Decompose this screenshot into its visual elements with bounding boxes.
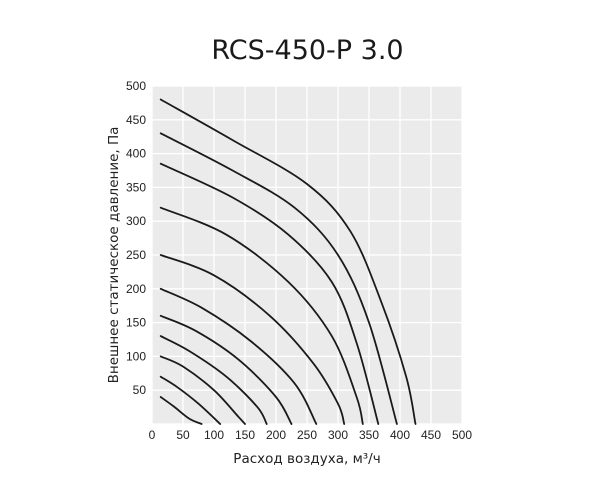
y-tick-label: 50 — [133, 383, 147, 397]
performance-curve-1 — [159, 396, 203, 425]
grid-lines — [151, 85, 463, 425]
performance-curve-6 — [159, 287, 318, 425]
x-tick-label: 500 — [452, 428, 472, 442]
x-tick-label: 150 — [235, 428, 255, 442]
x-tick-label: 50 — [176, 428, 190, 442]
x-axis-ticks: 0 50 100 150 200 250 300 350 400 450 500 — [149, 428, 473, 442]
y-tick-label: 400 — [126, 147, 146, 161]
y-tick-label: 500 — [126, 79, 146, 93]
x-tick-label: 200 — [266, 428, 286, 442]
y-tick-label: 450 — [126, 113, 146, 127]
y-tick-label: 150 — [126, 316, 146, 330]
performance-curve-2 — [159, 375, 222, 425]
y-tick-label: 200 — [126, 282, 146, 296]
x-tick-label: 300 — [328, 428, 348, 442]
y-tick-label: 100 — [126, 349, 146, 363]
y-tick-label: 250 — [126, 248, 146, 262]
performance-curve-9 — [159, 162, 380, 425]
performance-curve-11 — [159, 98, 417, 425]
x-tick-label: 100 — [204, 428, 224, 442]
performance-curve-7 — [159, 254, 346, 425]
performance-curves — [159, 98, 417, 425]
x-tick-label: 0 — [149, 428, 156, 442]
chart-title: RCS-450-P 3.0 — [211, 35, 404, 66]
y-tick-label: 300 — [126, 214, 146, 228]
y-axis-ticks: 50 100 150 200 250 300 350 400 450 500 — [126, 79, 146, 397]
performance-curve-8 — [159, 206, 364, 425]
performance-curve-5 — [159, 314, 293, 425]
y-axis-label: Внешнее статическое давление, Па — [106, 127, 122, 384]
y-tick-label: 350 — [126, 180, 146, 194]
x-tick-label: 350 — [359, 428, 379, 442]
performance-curve-4 — [159, 335, 268, 425]
performance-curve-3 — [159, 355, 246, 425]
x-tick-label: 400 — [390, 428, 410, 442]
x-axis-label: Расход воздуха, м³/ч — [233, 451, 380, 467]
performance-curve-10 — [159, 132, 398, 425]
x-tick-label: 250 — [297, 428, 317, 442]
x-tick-label: 450 — [421, 428, 441, 442]
